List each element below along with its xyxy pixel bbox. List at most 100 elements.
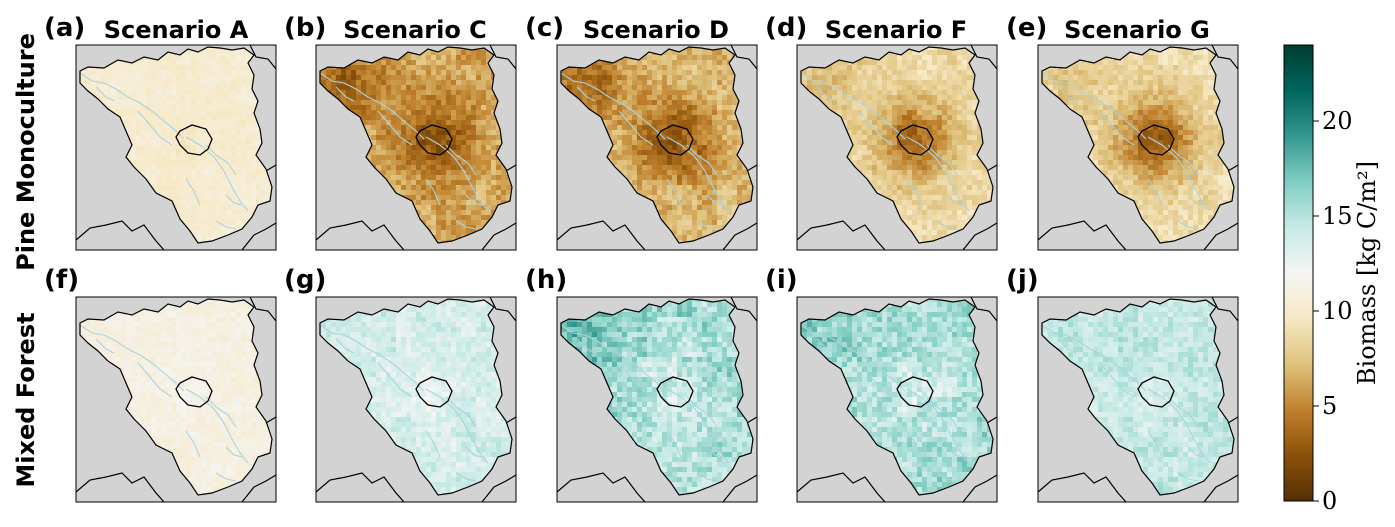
river-line xyxy=(320,324,425,392)
neighbour-border xyxy=(962,222,998,251)
river-line xyxy=(137,362,173,398)
panel-letter-a: (a) xyxy=(44,13,85,43)
state-border xyxy=(1041,46,1235,244)
map-panel-b xyxy=(315,44,517,251)
neighbour-border xyxy=(1037,472,1127,503)
panel-letter-b: (b) xyxy=(284,13,326,43)
river-line xyxy=(801,324,906,392)
neighbour-border xyxy=(746,416,758,424)
neighbour-border xyxy=(1037,220,1127,251)
river-line xyxy=(666,430,682,458)
colorbar: 0 5 10 15 20 Biomass [kg C/m²] xyxy=(1283,44,1381,515)
colorbar-tick-label-0: 0 xyxy=(1322,487,1337,515)
column-title-scenario-a: Scenario A xyxy=(104,16,249,44)
river-line xyxy=(926,396,958,428)
river-line xyxy=(1147,430,1163,458)
neighbour-border xyxy=(1227,164,1239,172)
colorbar-tick-label-15: 15 xyxy=(1322,202,1353,230)
river-line xyxy=(335,338,355,354)
panel-letter-f: (f) xyxy=(44,265,79,295)
state-border xyxy=(1041,298,1235,496)
neighbour-border xyxy=(746,164,758,172)
river-line xyxy=(1147,178,1163,206)
berlin-border xyxy=(415,124,453,156)
river-line xyxy=(816,338,836,354)
map-frame xyxy=(556,44,758,251)
neighbour-border xyxy=(241,474,277,503)
river-line xyxy=(906,136,970,212)
neighbour-border xyxy=(249,44,277,70)
river-line xyxy=(1167,396,1199,428)
berlin-border xyxy=(896,376,934,408)
neighbour-border xyxy=(489,296,517,322)
river-line xyxy=(95,338,115,354)
river-line xyxy=(1147,136,1211,212)
neighbour-border xyxy=(315,220,405,251)
map-frame xyxy=(1037,44,1239,251)
river-line xyxy=(1042,72,1147,140)
river-line xyxy=(666,136,730,212)
river-line xyxy=(1042,324,1147,392)
colorbar-ticks: 0 5 10 15 20 xyxy=(1313,107,1353,515)
neighbour-border xyxy=(556,472,646,503)
state-border xyxy=(319,46,513,244)
neighbour-border xyxy=(970,44,998,70)
berlin-border xyxy=(656,124,694,156)
river-line xyxy=(926,144,958,176)
river-line xyxy=(906,178,922,206)
river-line xyxy=(936,472,958,482)
river-line xyxy=(801,72,906,140)
river-line xyxy=(1177,472,1199,482)
river-line xyxy=(1177,220,1199,230)
column-title-scenario-d: Scenario D xyxy=(583,16,729,44)
neighbour-border xyxy=(556,220,646,251)
river-line xyxy=(185,136,249,212)
river-line xyxy=(425,430,441,458)
river-line xyxy=(696,220,718,230)
map-panel-d xyxy=(796,44,998,251)
berlin-border xyxy=(415,376,453,408)
river-line xyxy=(1057,338,1077,354)
river-line xyxy=(205,396,237,428)
river-line xyxy=(445,396,477,428)
river-line xyxy=(425,136,489,212)
river-line xyxy=(215,472,237,482)
neighbour-border xyxy=(1227,416,1239,424)
neighbour-border xyxy=(1203,222,1239,251)
river-line xyxy=(666,388,730,464)
state-border xyxy=(800,298,994,496)
river-line xyxy=(185,388,249,464)
map-panel-j xyxy=(1037,296,1239,503)
map-panel-i xyxy=(796,296,998,503)
colorbar-label: Biomass [kg C/m²] xyxy=(1353,161,1381,385)
river-line xyxy=(618,110,654,146)
river-line xyxy=(465,194,483,206)
river-line xyxy=(445,144,477,176)
row-title-mixed-forest: Mixed Forest xyxy=(12,312,40,487)
river-line xyxy=(618,362,654,398)
river-line xyxy=(1099,362,1135,398)
panel-letter-c: (c) xyxy=(525,13,564,43)
map-panel-c xyxy=(556,44,758,251)
river-line xyxy=(576,338,596,354)
map-panels xyxy=(75,44,1239,503)
river-line xyxy=(706,194,724,206)
river-line xyxy=(215,220,237,230)
river-line xyxy=(666,178,682,206)
state-border xyxy=(79,298,273,496)
river-line xyxy=(858,362,894,398)
neighbour-border xyxy=(986,416,998,424)
map-panel-a xyxy=(75,44,277,251)
river-line xyxy=(936,220,958,230)
colorbar-gradient xyxy=(1283,44,1314,502)
colorbar-tick-label-5: 5 xyxy=(1322,392,1337,420)
state-border xyxy=(319,298,513,496)
state-border xyxy=(800,46,994,244)
river-line xyxy=(906,388,970,464)
state-border xyxy=(560,298,754,496)
river-line xyxy=(455,220,477,230)
river-line xyxy=(946,446,964,458)
berlin-border xyxy=(175,376,213,408)
neighbour-border xyxy=(75,220,165,251)
